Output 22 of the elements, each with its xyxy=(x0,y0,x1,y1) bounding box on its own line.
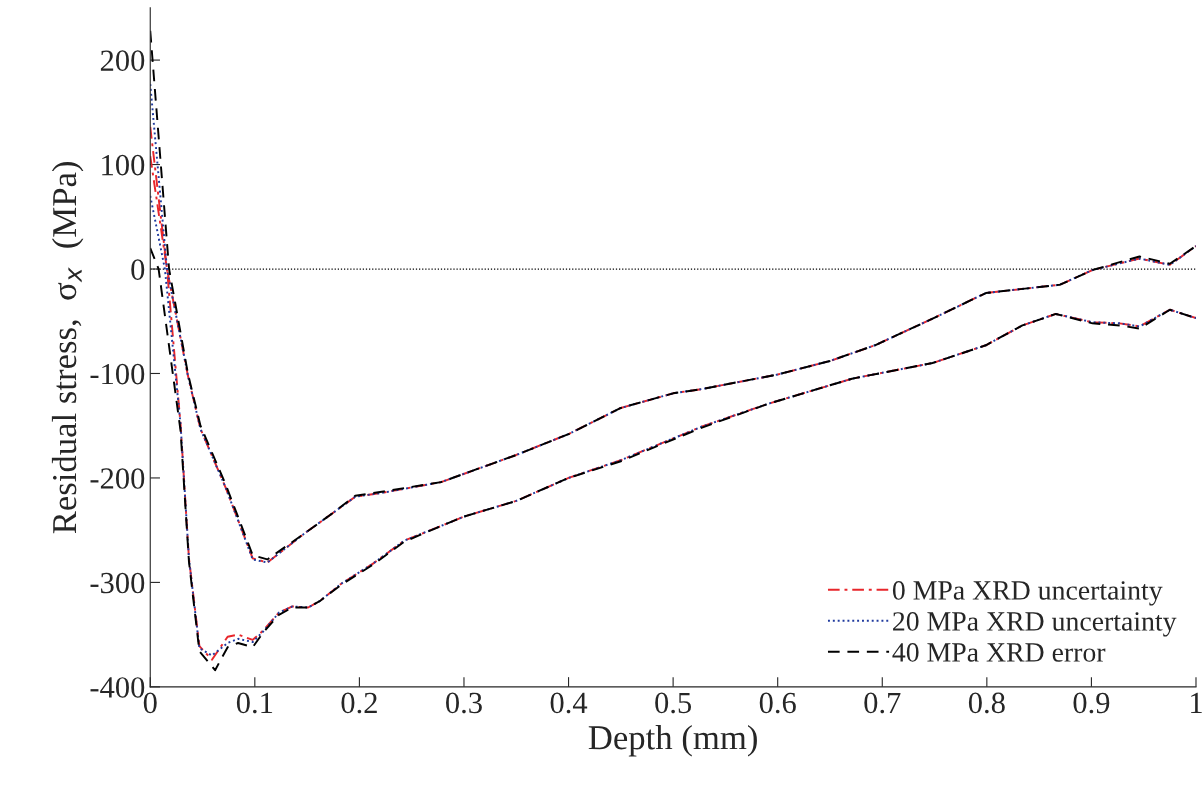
x-tick-label: 0.4 xyxy=(550,692,588,714)
y-tick-label: -100 xyxy=(90,363,145,385)
y-axis-title: Residual stress, σ$_{x}$ (MPa) xyxy=(51,162,84,534)
legend-label: 20 MPa XRD uncertainty xyxy=(893,612,1177,637)
y-tick-label: 100 xyxy=(102,154,145,176)
x-tick-label: 0.1 xyxy=(236,692,273,714)
x-tick-label: 0.7 xyxy=(864,692,901,714)
x-tick-label: 0.8 xyxy=(968,692,1005,714)
legend-label: 40 MPa XRD error xyxy=(892,643,1106,662)
x-tick-label: 0.5 xyxy=(655,692,692,714)
x-tick-label: 0.9 xyxy=(1073,692,1110,714)
y-tick-label: 0 xyxy=(131,259,145,280)
y-tick-label: -400 xyxy=(90,677,145,698)
y-tick-label: -200 xyxy=(90,468,145,489)
x-tick-label: 0.2 xyxy=(341,692,377,714)
x-axis-title: Depth (mm) xyxy=(588,725,757,757)
legend-label: 0 MPa XRD uncertainty xyxy=(892,581,1163,606)
x-tick-label: 1 xyxy=(1191,692,1202,713)
y-tick-label: 200 xyxy=(100,50,145,71)
x-tick-label: 0.6 xyxy=(759,692,796,714)
x-tick-label: 0.3 xyxy=(446,692,482,714)
y-tick-label: -300 xyxy=(90,572,145,594)
